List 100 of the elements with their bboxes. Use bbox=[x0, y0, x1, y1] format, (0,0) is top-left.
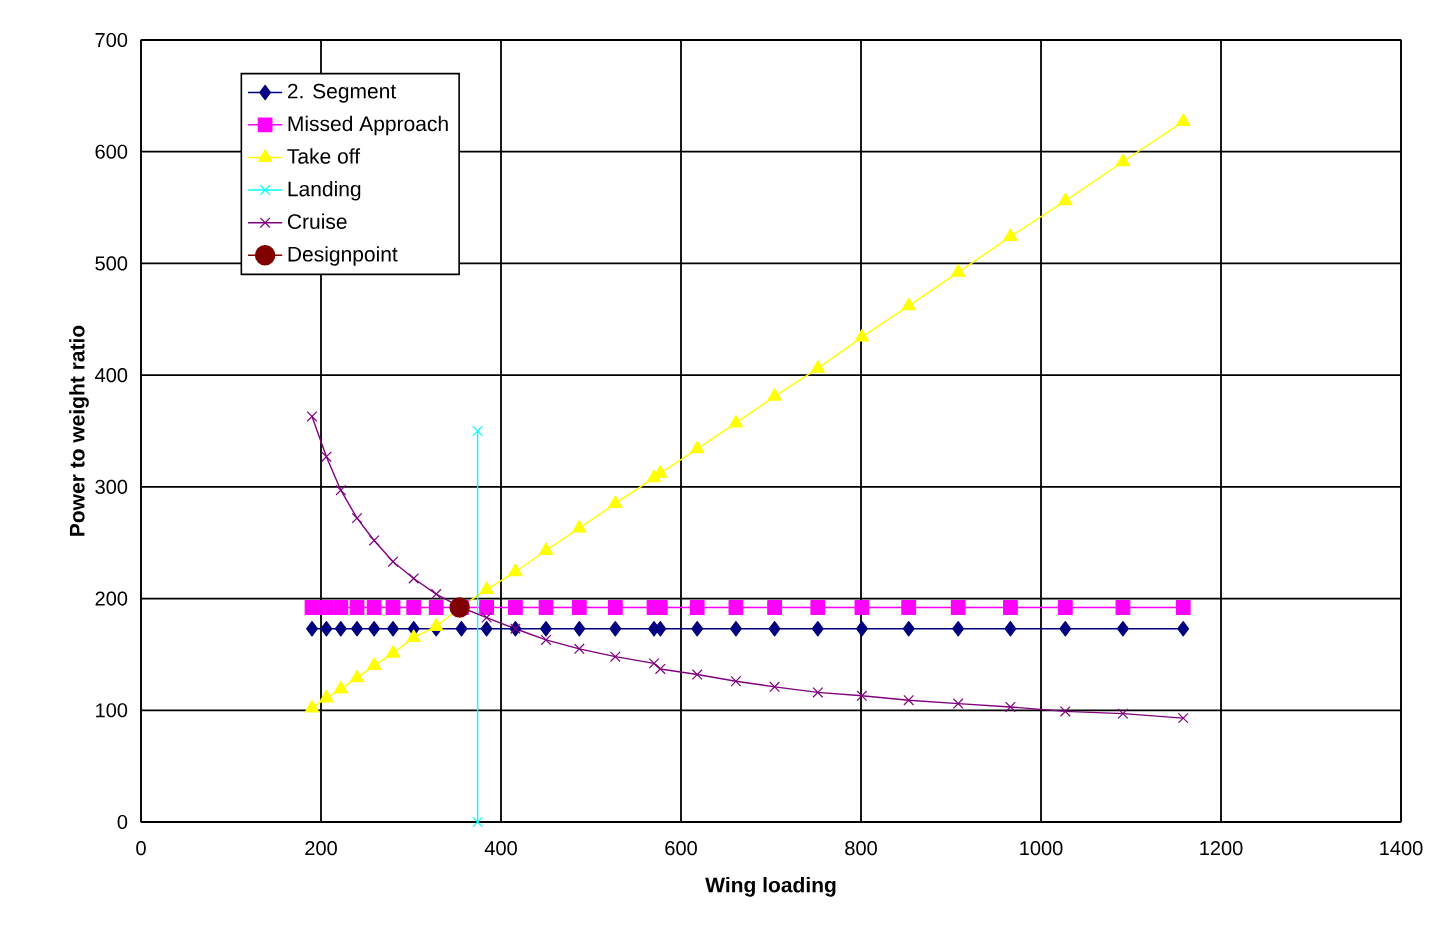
point bbox=[1005, 701, 1016, 713]
point bbox=[1177, 712, 1189, 724]
legend-label: Missed Approach bbox=[288, 115, 448, 136]
point bbox=[1003, 228, 1018, 242]
point bbox=[1059, 706, 1071, 717]
point bbox=[428, 600, 444, 615]
x-tick-label: 1400 bbox=[1380, 841, 1423, 856]
point bbox=[479, 581, 494, 595]
point bbox=[1116, 620, 1129, 637]
y-tick-label: 100 bbox=[96, 703, 128, 718]
point bbox=[368, 535, 380, 546]
point bbox=[952, 698, 964, 709]
y-tick-label: 400 bbox=[95, 368, 128, 383]
point bbox=[349, 669, 365, 683]
point bbox=[951, 264, 966, 277]
point bbox=[607, 600, 623, 615]
point bbox=[767, 388, 782, 401]
point bbox=[901, 600, 917, 615]
legend-label: 2. Segment bbox=[287, 83, 397, 103]
point bbox=[854, 328, 870, 342]
legend-label: Cruise bbox=[287, 213, 347, 230]
point bbox=[1057, 600, 1073, 615]
point bbox=[1004, 620, 1017, 637]
point bbox=[730, 675, 742, 687]
point bbox=[320, 620, 333, 637]
point bbox=[472, 425, 484, 437]
point bbox=[856, 690, 868, 702]
point bbox=[902, 620, 915, 637]
point bbox=[609, 620, 622, 637]
point bbox=[811, 620, 824, 637]
point bbox=[333, 600, 349, 615]
point bbox=[540, 634, 552, 646]
point bbox=[508, 600, 523, 615]
point bbox=[1117, 708, 1129, 720]
point bbox=[538, 542, 554, 555]
point bbox=[573, 643, 585, 655]
point bbox=[429, 618, 444, 631]
x-tick-label: 200 bbox=[305, 841, 337, 856]
point bbox=[385, 645, 401, 658]
point bbox=[1115, 600, 1131, 615]
point bbox=[319, 689, 334, 703]
y-tick-label: 500 bbox=[95, 256, 128, 271]
point bbox=[1003, 600, 1018, 615]
point bbox=[479, 600, 495, 615]
point bbox=[387, 620, 400, 637]
point bbox=[406, 629, 421, 643]
point bbox=[480, 620, 493, 637]
point bbox=[472, 816, 484, 828]
point bbox=[321, 451, 332, 463]
point bbox=[810, 360, 825, 373]
legend-label: Landing bbox=[288, 180, 361, 201]
point bbox=[728, 414, 744, 428]
point bbox=[691, 669, 703, 680]
point bbox=[648, 657, 660, 669]
point bbox=[304, 600, 320, 615]
point bbox=[855, 620, 868, 637]
point bbox=[609, 651, 621, 663]
point bbox=[406, 600, 422, 615]
point bbox=[812, 687, 824, 698]
point bbox=[351, 620, 364, 637]
point bbox=[508, 563, 523, 577]
point bbox=[430, 588, 442, 600]
point bbox=[729, 620, 742, 637]
point bbox=[540, 620, 553, 637]
y-tick-label: 300 bbox=[95, 479, 128, 494]
point bbox=[769, 681, 781, 693]
point bbox=[1177, 620, 1190, 637]
point bbox=[810, 600, 826, 615]
point bbox=[366, 657, 382, 670]
point bbox=[767, 600, 783, 615]
point bbox=[1176, 113, 1191, 126]
point bbox=[571, 600, 587, 615]
point bbox=[1115, 153, 1131, 167]
point bbox=[538, 600, 554, 615]
x-tick-label: 1000 bbox=[1020, 841, 1063, 856]
point bbox=[333, 680, 348, 694]
point bbox=[653, 465, 668, 478]
y-axis-title: Power to weight ratio bbox=[69, 325, 89, 536]
point bbox=[306, 411, 318, 422]
point bbox=[334, 620, 347, 637]
point bbox=[349, 600, 365, 615]
legend-label: Take off bbox=[287, 148, 361, 164]
y-tick-label: 700 bbox=[95, 32, 128, 48]
point bbox=[654, 663, 666, 675]
x-tick-label: 800 bbox=[845, 841, 877, 856]
point bbox=[1175, 600, 1191, 615]
point bbox=[319, 600, 334, 615]
x-tick-label: 400 bbox=[484, 841, 517, 856]
point bbox=[608, 495, 623, 509]
point bbox=[306, 620, 319, 637]
point bbox=[449, 597, 470, 618]
x-tick-label: 1200 bbox=[1200, 841, 1243, 856]
point bbox=[335, 484, 347, 496]
x-axis-title: Wing loading bbox=[705, 876, 836, 897]
point bbox=[351, 512, 363, 524]
point bbox=[366, 600, 382, 615]
point bbox=[455, 620, 468, 637]
point bbox=[387, 556, 399, 568]
y-tick-label: 200 bbox=[95, 591, 128, 606]
point bbox=[690, 440, 705, 454]
